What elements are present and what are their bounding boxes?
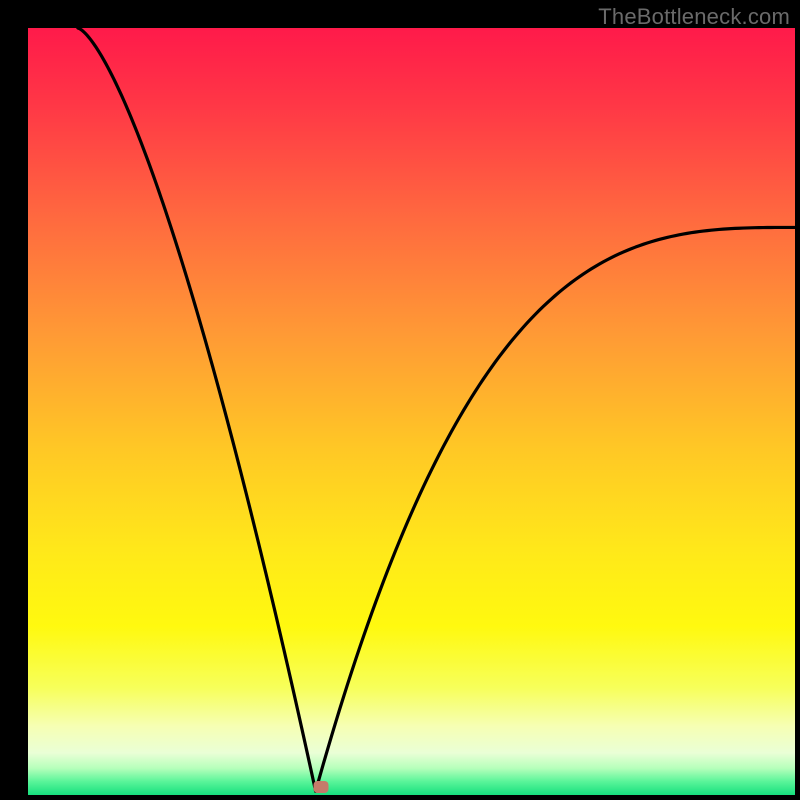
plot-svg bbox=[28, 28, 795, 795]
minimum-marker bbox=[313, 781, 328, 793]
watermark-text: TheBottleneck.com bbox=[598, 4, 790, 30]
chart-container: TheBottleneck.com bbox=[0, 0, 800, 800]
plot-area bbox=[28, 28, 795, 795]
plot-background bbox=[28, 28, 795, 795]
